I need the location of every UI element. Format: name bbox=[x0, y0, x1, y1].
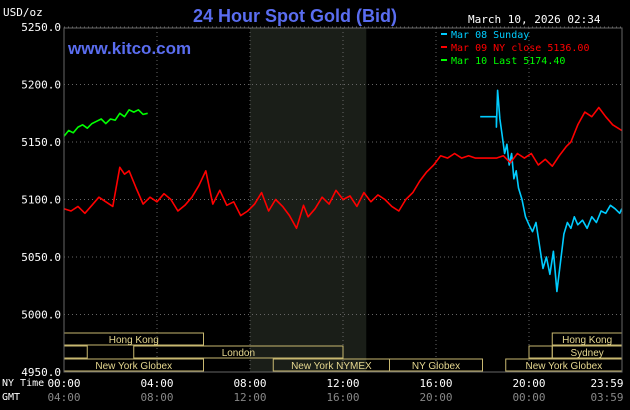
legend-swatch-mar08 bbox=[441, 33, 447, 35]
session-label: New York Globex bbox=[95, 361, 172, 372]
y-tick-label: 5150.0 bbox=[21, 136, 61, 149]
y-tick-label: 4950.0 bbox=[21, 366, 61, 379]
legend-swatch-mar09 bbox=[441, 46, 447, 48]
session-label: Hong Kong bbox=[562, 335, 612, 346]
session-bar bbox=[133, 345, 344, 359]
x-tick-label-ny: 08:00 bbox=[233, 377, 266, 390]
x-tick-label-ny: 23:59 bbox=[590, 377, 623, 390]
x-tick-label-gmt: 03:59 bbox=[590, 391, 623, 404]
x-tick-label-ny: 00:00 bbox=[47, 377, 80, 390]
session-bars: Hong Kong Hong Kong London Sydney New York G… bbox=[63, 332, 623, 372]
legend-label-mar09: Mar 09 NY close 5136.00 bbox=[451, 43, 589, 54]
series-line-0 bbox=[480, 89, 623, 293]
x-axis-row-label-gmt: GMT bbox=[2, 392, 20, 403]
x-tick-label-ny: 20:00 bbox=[512, 377, 545, 390]
x-tick-label-gmt: 12:00 bbox=[233, 391, 266, 404]
y-tick-label: 5000.0 bbox=[21, 309, 61, 322]
legend: Mar 08 Sunday Mar 09 NY close 5136.00 Ma… bbox=[441, 30, 589, 67]
legend-label-mar08: Mar 08 Sunday bbox=[451, 30, 529, 41]
x-tick-label-ny: 16:00 bbox=[419, 377, 452, 390]
legend-label-mar10: Mar 10 Last 5174.40 bbox=[451, 56, 565, 67]
session-label: New York NYMEX bbox=[291, 361, 372, 372]
legend-swatch-mar10 bbox=[441, 59, 447, 61]
y-axis: 4950.0 5000.0 5050.0 5100.0 5150.0 5200.0 5250… bbox=[21, 21, 61, 379]
x-tick-label-ny: 04:00 bbox=[140, 377, 173, 390]
session-label: New York Globex bbox=[526, 361, 603, 372]
x-tick-label-gmt: 00:00 bbox=[512, 391, 545, 404]
series-lines bbox=[63, 89, 623, 293]
chart-title: 24 Hour Spot Gold (Bid) bbox=[193, 6, 397, 26]
x-tick-label-gmt: 16:00 bbox=[326, 391, 359, 404]
session-label: NY Globex bbox=[412, 361, 460, 372]
y-tick-label: 5200.0 bbox=[21, 79, 61, 92]
series-line-2 bbox=[63, 109, 148, 137]
y-tick-label: 5250.0 bbox=[21, 21, 61, 34]
session-label: Sydney bbox=[570, 348, 603, 359]
x-tick-label-ny: 12:00 bbox=[326, 377, 359, 390]
unit-label: USD/oz bbox=[3, 6, 43, 19]
timestamp: March 10, 2026 02:34 bbox=[468, 13, 601, 26]
session-label: Hong Kong bbox=[109, 335, 159, 346]
series-line-1 bbox=[63, 106, 623, 230]
x-tick-label-gmt: 04:00 bbox=[47, 391, 80, 404]
x-tick-label-gmt: 08:00 bbox=[140, 391, 173, 404]
x-axis-row-label-ny: NY Time bbox=[2, 378, 44, 389]
y-tick-label: 5050.0 bbox=[21, 251, 61, 264]
y-tick-label: 5100.0 bbox=[21, 194, 61, 207]
site-watermark: www.kitco.com bbox=[67, 39, 191, 58]
session-bar bbox=[389, 358, 483, 372]
x-tick-label-gmt: 20:00 bbox=[419, 391, 452, 404]
session-label: London bbox=[222, 348, 255, 359]
plot-frame bbox=[63, 27, 623, 373]
